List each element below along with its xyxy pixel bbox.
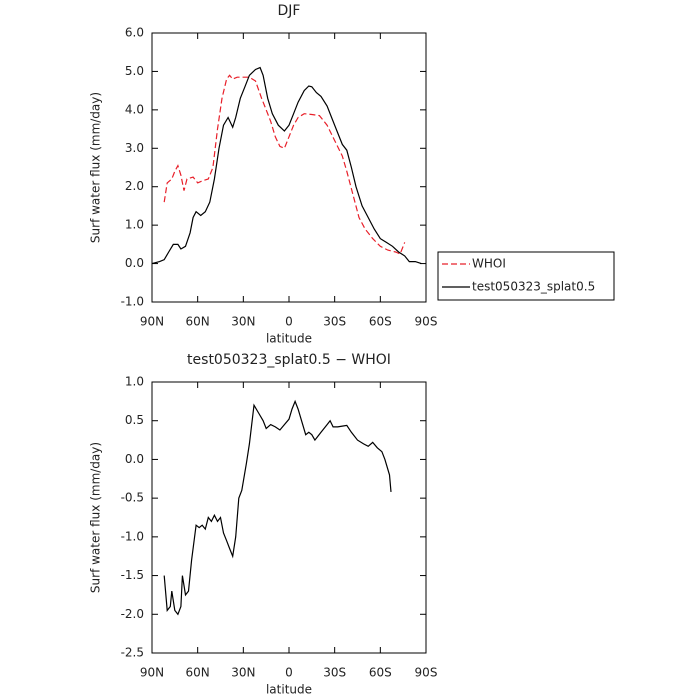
x-axis-label: latitude [266, 332, 312, 346]
y-tick-label: 3.0 [125, 141, 144, 155]
x-tick-label: 30N [231, 315, 255, 329]
chart-title: test050323_splat0.5 − WHOI [187, 352, 391, 368]
x-tick-label: 60S [369, 315, 392, 329]
y-tick-label: 1.0 [125, 375, 144, 389]
x-tick-label: 30S [323, 666, 346, 680]
x-tick-label: 90N [140, 666, 164, 680]
y-tick-label: -0.5 [121, 491, 144, 505]
plot-frame [151, 32, 427, 303]
plot-frame [151, 381, 427, 654]
data-line [163, 399, 392, 616]
data-line [151, 66, 422, 265]
y-tick-label: 4.0 [125, 102, 144, 116]
x-tick-label: 90S [415, 315, 438, 329]
x-tick-label: 30S [323, 315, 346, 329]
y-axis-label: Surf water flux (mm/day) [89, 92, 103, 243]
x-tick-label: 30N [231, 666, 255, 680]
y-tick-label: -1.0 [121, 295, 144, 309]
y-tick-label: 0.5 [125, 413, 144, 427]
y-tick-label: -1.0 [121, 529, 144, 543]
y-tick-label: 2.0 [125, 179, 144, 193]
x-axis-label: latitude [266, 683, 312, 697]
y-axis-label: Surf water flux (mm/day) [89, 442, 103, 593]
y-tick-label: -1.5 [121, 568, 144, 582]
x-tick-label: 0 [285, 315, 293, 329]
x-tick-label: 60N [186, 315, 210, 329]
y-tick-label: 0.0 [125, 256, 144, 270]
y-tick-label: 1.0 [125, 218, 144, 232]
x-tick-label: 90N [140, 315, 164, 329]
data-line [163, 74, 406, 255]
y-tick-label: 0.0 [125, 452, 144, 466]
y-tick-label: -2.5 [121, 646, 144, 660]
y-tick-label: -2.0 [121, 607, 144, 621]
x-tick-label: 60S [369, 666, 392, 680]
legend-label: WHOI [472, 257, 506, 271]
legend-box [437, 251, 615, 301]
chart-title: DJF [278, 3, 301, 19]
y-tick-label: 6.0 [125, 26, 144, 40]
x-tick-label: 0 [285, 666, 293, 680]
x-tick-label: 90S [415, 666, 438, 680]
y-tick-label: 5.0 [125, 64, 144, 78]
legend-label: test050323_splat0.5 [472, 280, 595, 294]
x-tick-label: 60N [186, 666, 210, 680]
